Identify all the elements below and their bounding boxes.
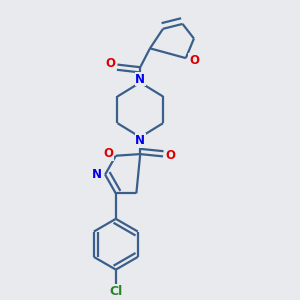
Text: N: N [135,73,145,86]
Text: O: O [165,149,175,162]
Text: N: N [92,168,102,181]
Text: O: O [105,57,115,70]
Text: O: O [189,54,199,67]
Text: N: N [135,134,145,147]
Text: O: O [104,147,114,160]
Text: Cl: Cl [109,285,122,298]
